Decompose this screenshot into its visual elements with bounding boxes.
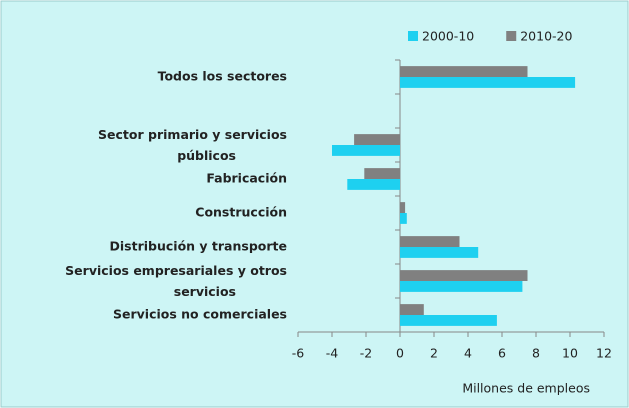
y-tick-label: Servicios no comerciales	[113, 307, 287, 322]
bar	[364, 168, 400, 179]
x-tick-label: 12	[596, 346, 612, 361]
x-tick-label: 6	[498, 346, 506, 361]
bar	[400, 66, 528, 77]
bar	[400, 315, 497, 326]
y-tick-label: Servicios empresariales y otros servicios	[65, 262, 287, 298]
bar	[400, 213, 407, 224]
bar	[400, 270, 528, 281]
legend-label: 2000-10	[422, 29, 474, 44]
x-tick-label: -6	[292, 346, 305, 361]
bar	[400, 236, 460, 247]
legend-swatch	[506, 31, 517, 41]
x-tick-label: 0	[396, 346, 404, 361]
y-tick-label: Construcción	[195, 205, 287, 220]
y-tick-label: Todos los sectores	[158, 69, 287, 84]
y-tick-label: Fabricación	[206, 171, 287, 186]
bar	[400, 202, 406, 213]
legend-swatch	[408, 31, 418, 41]
legend-label: 2010-20	[520, 29, 572, 44]
bar	[354, 134, 400, 145]
x-tick-label: 2	[430, 346, 438, 361]
y-tick-label: Sector primario y servicios públicos	[98, 126, 287, 162]
x-tick-label: 10	[562, 346, 578, 361]
x-tick-label: -4	[326, 346, 339, 361]
bar	[400, 304, 424, 315]
x-tick-label: 8	[532, 346, 540, 361]
bar	[347, 179, 400, 190]
x-tick-label: 4	[464, 346, 472, 361]
y-tick-label: Distribución y transporte	[110, 239, 287, 254]
bar	[400, 247, 479, 258]
bar	[332, 145, 400, 156]
x-tick-label: -2	[360, 346, 372, 361]
x-axis-label: Millones de empleos	[462, 381, 590, 396]
bar	[400, 77, 576, 88]
bar	[400, 281, 523, 292]
